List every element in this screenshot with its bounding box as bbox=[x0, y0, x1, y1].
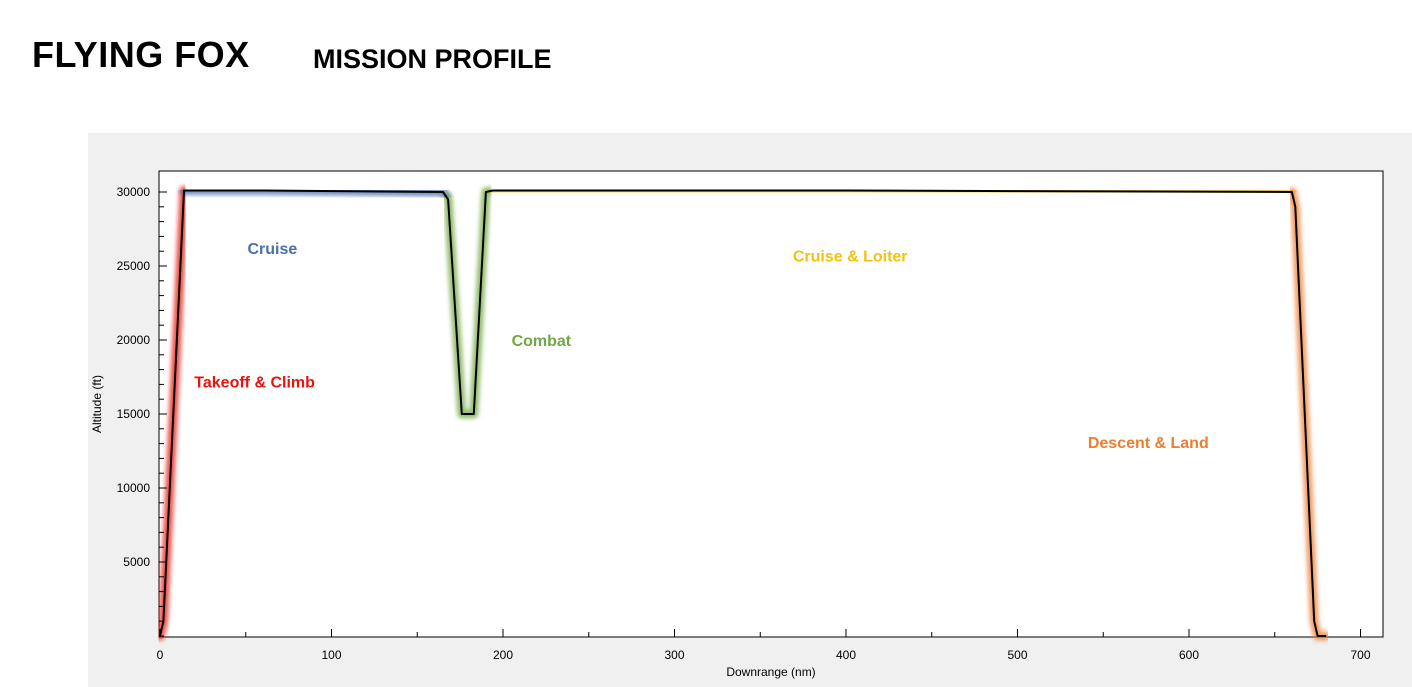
x-tick-label: 300 bbox=[664, 648, 684, 662]
phase-label-1: Cruise bbox=[247, 241, 297, 258]
y-tick-label: 25000 bbox=[117, 259, 151, 273]
y-axis: 5000 10000 15000 20000 25000 30000 bbox=[117, 185, 167, 637]
x-tick-label: 200 bbox=[493, 648, 513, 662]
x-tick-label: 700 bbox=[1350, 648, 1370, 662]
y-tick-label: 20000 bbox=[117, 333, 151, 347]
profile-line bbox=[159, 189, 1327, 637]
profile-series-line bbox=[159, 189, 1327, 637]
y-axis-title: Altitude (ft) bbox=[90, 375, 104, 433]
y-tick-label: 30000 bbox=[117, 185, 151, 199]
phase-label-4: Descent & Land bbox=[1088, 435, 1209, 452]
x-tick-label: 0 bbox=[157, 648, 164, 662]
y-tick-label: 15000 bbox=[117, 407, 151, 421]
x-tick-label: 400 bbox=[836, 648, 856, 662]
phase-label-2: Combat bbox=[512, 333, 572, 350]
y-tick-label: 5000 bbox=[123, 555, 150, 569]
x-axis: 0 100 200 300 400 500 600 700 bbox=[157, 629, 1371, 662]
page-subtitle: MISSION PROFILE bbox=[313, 44, 552, 74]
x-axis-title: Downrange (nm) bbox=[726, 665, 815, 679]
x-tick-label: 100 bbox=[321, 648, 341, 662]
phase-label-3: Cruise & Loiter bbox=[793, 249, 908, 266]
phase-label-0: Takeoff & Climb bbox=[194, 374, 315, 391]
page-title: FLYING FOX bbox=[32, 34, 250, 75]
plot-area bbox=[158, 170, 1384, 638]
x-tick-label: 500 bbox=[1007, 648, 1027, 662]
x-tick-label: 600 bbox=[1179, 648, 1199, 662]
y-tick-label: 10000 bbox=[117, 481, 151, 495]
phase-labels: Takeoff & Climb Cruise Combat Cruise & Loit… bbox=[194, 241, 1208, 452]
